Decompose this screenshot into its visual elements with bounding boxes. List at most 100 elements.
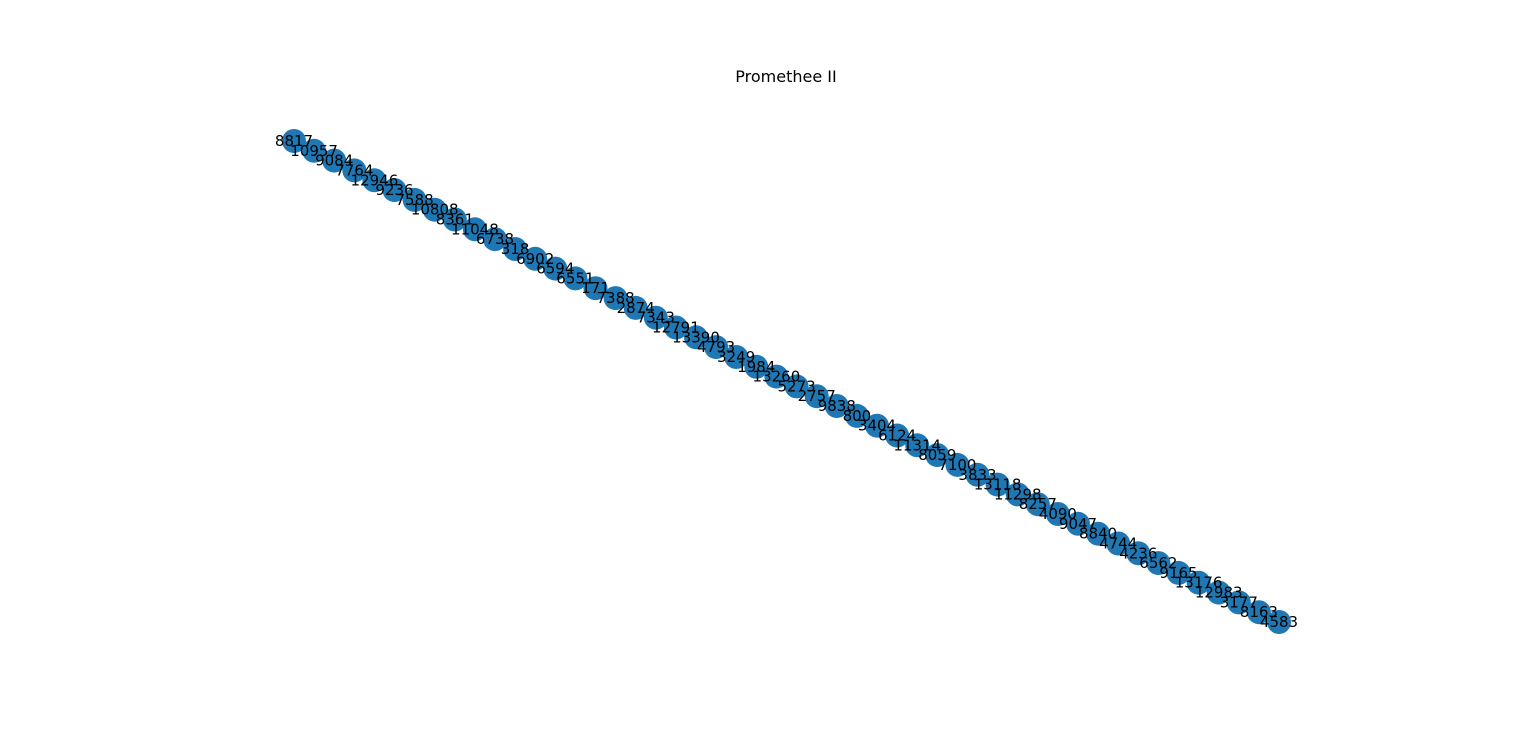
node-7343 (643, 305, 668, 330)
node-8361 (442, 207, 467, 232)
node-label-9165: 9165 (1159, 564, 1197, 582)
node-label-1984: 1984 (737, 358, 775, 376)
node-8163 (1246, 600, 1271, 625)
node-800 (844, 403, 869, 428)
node-label-3249: 3249 (717, 348, 755, 366)
node-label-11314: 11314 (893, 436, 941, 454)
nodes-layer (282, 129, 1291, 634)
node-8059 (925, 443, 950, 468)
node-4236 (1126, 541, 1151, 566)
node-4744 (1106, 531, 1131, 556)
node-label-318: 318 (501, 240, 530, 258)
node-label-9047: 9047 (1059, 515, 1097, 533)
node-label-6738: 6738 (476, 230, 514, 248)
node-3249 (724, 345, 749, 369)
node-label-12983: 12983 (1195, 584, 1243, 602)
node-label-12946: 12946 (351, 171, 399, 189)
node-label-6562: 6562 (1139, 554, 1177, 572)
node-label-9838: 9838 (818, 397, 856, 415)
node-7100 (945, 452, 970, 477)
node-label-2757: 2757 (798, 387, 836, 405)
node-label-4793: 4793 (697, 338, 735, 356)
node-6562 (1146, 551, 1171, 576)
node-13260 (764, 364, 789, 389)
node-6124 (885, 423, 910, 448)
node-171 (583, 276, 608, 301)
node-13176 (1186, 570, 1211, 595)
node-label-10808: 10808 (411, 201, 459, 219)
node-label-3833: 3833 (958, 466, 996, 484)
node-label-8257: 8257 (1019, 495, 1057, 513)
node-10957 (302, 138, 327, 163)
node-label-6551: 6551 (556, 269, 594, 287)
node-label-11048: 11048 (451, 220, 499, 238)
node-7764 (342, 158, 367, 183)
node-label-8059: 8059 (918, 446, 956, 464)
node-label-800: 800 (843, 407, 872, 425)
node-label-7100: 7100 (938, 456, 976, 474)
node-6551 (563, 266, 588, 291)
node-label-7388: 7388 (597, 289, 635, 307)
node-label-8817: 8817 (275, 132, 313, 150)
node-label-8163: 8163 (1240, 603, 1278, 621)
node-6594 (543, 256, 568, 281)
node-8817 (282, 129, 306, 153)
node-label-8840: 8840 (1079, 525, 1117, 543)
node-label-2874: 2874 (617, 299, 655, 317)
node-12983 (1206, 580, 1231, 605)
node-label-5273: 5273 (778, 377, 816, 395)
node-label-171: 171 (581, 279, 610, 297)
node-8840 (1086, 521, 1111, 546)
node-label-4236: 4236 (1119, 544, 1157, 562)
node-label-3177: 3177 (1220, 593, 1258, 611)
node-12946 (362, 168, 387, 193)
node-label-13390: 13390 (672, 328, 720, 346)
node-label-13260: 13260 (753, 368, 801, 386)
node-3404 (865, 413, 889, 438)
node-1984 (744, 354, 769, 379)
node-3833 (965, 462, 990, 487)
node-11048 (462, 217, 487, 242)
node-4090 (1045, 502, 1070, 526)
node-8257 (1025, 492, 1050, 517)
node-11298 (1005, 482, 1030, 507)
node-5273 (784, 374, 809, 399)
node-7388 (603, 286, 628, 311)
node-11314 (905, 433, 930, 458)
node-label-7588: 7588 (396, 191, 434, 209)
node-13390 (684, 325, 708, 350)
node-9165 (1166, 560, 1191, 585)
node-label-7343: 7343 (637, 309, 675, 327)
node-label-13176: 13176 (1175, 574, 1223, 592)
node-7588 (402, 187, 427, 212)
node-9047 (1066, 511, 1090, 536)
labels-layer: 8817109579084776412946923675881080883611… (275, 132, 1298, 631)
figure-title: Promethee II (735, 67, 836, 86)
node-3177 (1226, 590, 1251, 615)
node-10808 (422, 197, 447, 222)
node-2757 (804, 384, 829, 409)
node-label-13118: 13118 (974, 476, 1022, 494)
node-label-4583: 4583 (1260, 613, 1298, 631)
node-label-7764: 7764 (335, 161, 373, 179)
node-label-4090: 4090 (1039, 505, 1077, 523)
node-label-4744: 4744 (1099, 535, 1137, 553)
node-318 (503, 237, 528, 261)
node-9838 (824, 394, 849, 418)
node-label-3404: 3404 (858, 417, 896, 435)
node-label-6594: 6594 (536, 260, 574, 278)
node-label-12791: 12791 (652, 319, 700, 337)
node-label-9084: 9084 (315, 152, 353, 170)
node-6738 (483, 227, 507, 252)
node-9084 (322, 148, 347, 173)
node-4583 (1267, 610, 1291, 634)
node-4793 (704, 335, 729, 360)
node-label-8361: 8361 (436, 211, 474, 229)
node-label-10957: 10957 (290, 142, 338, 160)
node-2874 (623, 295, 648, 320)
node-6902 (523, 246, 548, 271)
node-label-9236: 9236 (375, 181, 413, 199)
node-label-11298: 11298 (994, 485, 1042, 503)
node-label-6902: 6902 (516, 250, 554, 268)
